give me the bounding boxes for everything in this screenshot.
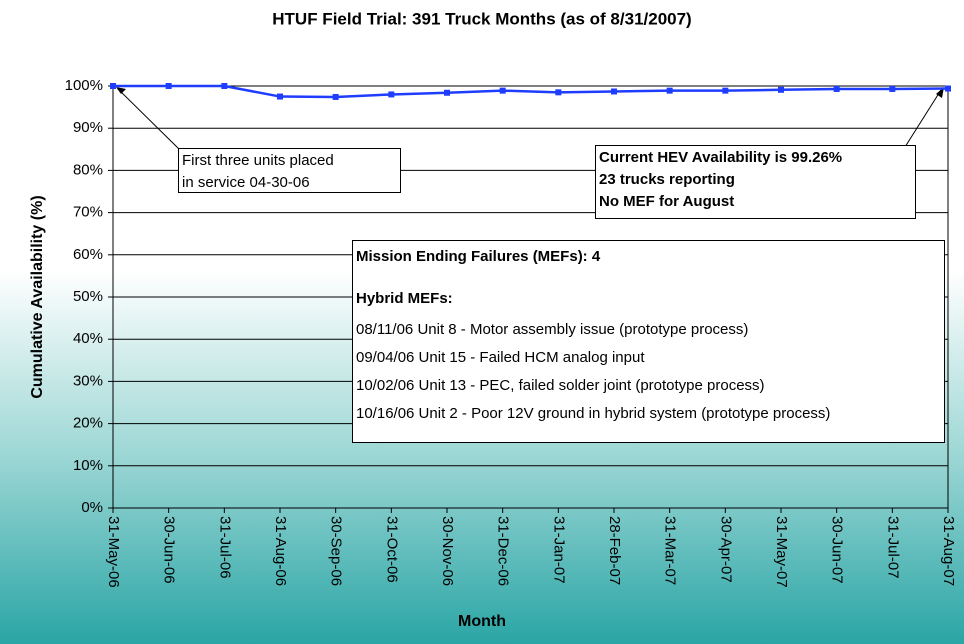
- annotation-subheading: Hybrid MEFs:: [356, 290, 453, 307]
- annotation-box: Mission Ending Failures (MEFs): 4 Hybrid…: [352, 240, 945, 443]
- x-tick-label: 30-Jun-06: [161, 516, 178, 584]
- x-tick-label: 31-May-07: [773, 516, 790, 588]
- y-axis-title: Cumulative Availability (%): [29, 195, 46, 398]
- marker: [889, 85, 896, 92]
- marker: [611, 88, 617, 95]
- annotation-line: in service 04-30-06: [182, 174, 310, 191]
- marker: [388, 91, 395, 98]
- y-tick-label: 0%: [81, 499, 103, 516]
- marker: [945, 85, 951, 92]
- y-tick-label: 60%: [73, 246, 103, 263]
- marker: [444, 89, 450, 96]
- marker: [110, 83, 116, 89]
- x-tick-label: 30-Jun-07: [829, 516, 846, 584]
- annotation-line: No MEF for August: [599, 193, 735, 210]
- annotation-line: First three units placed: [182, 152, 334, 169]
- annotation-box: Current HEV Availability is 99.26% 23 tr…: [595, 145, 916, 219]
- y-tick-label: 20%: [73, 415, 103, 432]
- y-tick-label: 90%: [73, 119, 103, 136]
- annotation-line: 08/11/06 Unit 8 - Motor assembly issue (…: [356, 321, 749, 338]
- arrow: [904, 89, 942, 148]
- line: [113, 84, 949, 99]
- annotation-line: 09/04/06 Unit 15 - Failed HCM analog inp…: [356, 349, 645, 366]
- y-tick-label: 10%: [73, 457, 103, 474]
- marker: [165, 83, 172, 89]
- arrow-head: [116, 87, 126, 94]
- annotation-box: First three units placed in service 04-3…: [178, 148, 401, 193]
- x-tick-label: 31-Jul-07: [884, 516, 901, 579]
- y-tick-label: 30%: [73, 372, 103, 389]
- x-tick-label: 31-Aug-07: [940, 516, 957, 586]
- marker: [833, 85, 840, 92]
- marker: [221, 83, 228, 89]
- x-tick-label: 31-Dec-06: [495, 516, 512, 586]
- annotation-line: 10/02/06 Unit 13 - PEC, failed solder jo…: [356, 377, 765, 394]
- x-tick-label: 31-Mar-07: [662, 516, 679, 585]
- y-tick-label: 40%: [73, 330, 103, 347]
- x-tick-label: 31-Oct-06: [383, 516, 400, 583]
- annotation-heading: Mission Ending Failures (MEFs): 4: [356, 248, 601, 265]
- x-tick-label: 31-Aug-06: [272, 516, 289, 586]
- x-tick-label: 30-Nov-06: [439, 516, 456, 586]
- x-tick-label: 31-Jul-06: [216, 516, 233, 579]
- x-tick-label: 28-Feb-07: [606, 516, 623, 585]
- y-tick-label: 100%: [65, 77, 103, 94]
- x-tick-label: 31-May-06: [105, 516, 122, 588]
- x-tick-label: 30-Sep-06: [328, 516, 345, 586]
- arrow: [117, 88, 181, 151]
- y-tick-label: 80%: [73, 161, 103, 178]
- annotation-line: Current HEV Availability is 99.26%: [599, 149, 843, 166]
- marker: [722, 87, 729, 94]
- chart-title: HTUF Field Trial: 391 Truck Months (as o…: [272, 9, 691, 28]
- marker: [499, 87, 506, 94]
- annotation-line: 23 trucks reporting: [599, 171, 735, 188]
- x-axis-title: Month: [458, 613, 506, 630]
- x-tick-label: 31-Jan-07: [550, 516, 567, 584]
- annotation-line: 10/16/06 Unit 2 - Poor 12V ground in hyb…: [356, 405, 831, 422]
- y-tick-label: 70%: [73, 204, 103, 221]
- marker: [332, 93, 339, 100]
- marker: [666, 87, 673, 94]
- marker: [778, 86, 784, 93]
- y-tick-label: 50%: [73, 288, 103, 305]
- marker: [555, 89, 562, 96]
- x-tick-label: 30-Apr-07: [717, 516, 734, 583]
- marker: [277, 93, 283, 100]
